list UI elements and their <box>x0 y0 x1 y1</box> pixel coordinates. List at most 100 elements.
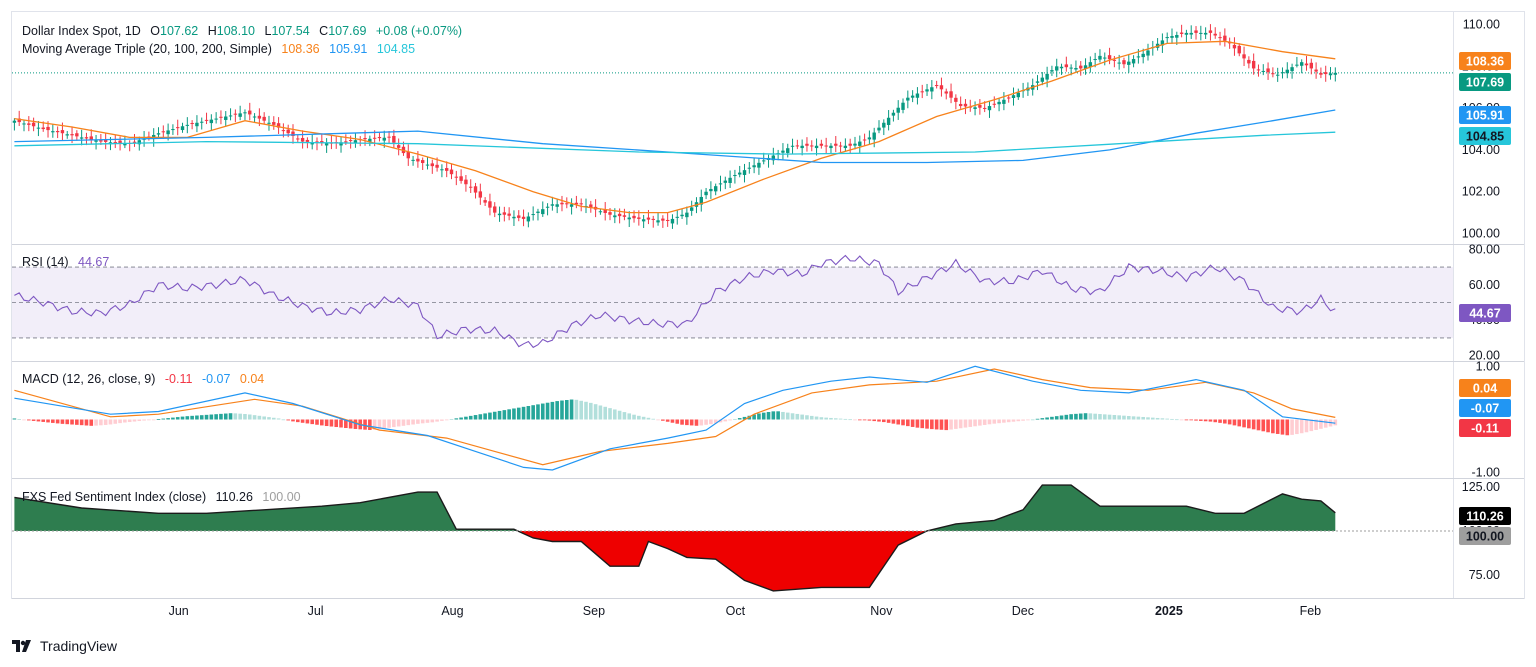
rsi-axis-label-bg <box>1459 304 1511 322</box>
macd-histogram-bar <box>1026 419 1030 421</box>
rsi-legend-label[interactable]: RSI (14) <box>22 255 69 269</box>
candle-body <box>12 120 17 123</box>
tradingview-logo[interactable]: TradingView <box>12 638 117 654</box>
candle-body <box>430 163 434 167</box>
candle-body <box>372 137 377 139</box>
candle-body <box>992 103 996 105</box>
macd-histogram-bar <box>1203 419 1208 422</box>
macd-histogram-bar <box>1160 418 1165 420</box>
macd-histogram-bar <box>872 419 876 422</box>
candle-body <box>1328 73 1333 76</box>
candle-body <box>1261 70 1265 72</box>
macd-histogram-bar <box>752 414 756 420</box>
candle-body <box>906 97 910 101</box>
macd-histogram-bar <box>742 416 747 420</box>
candle-body <box>886 117 891 125</box>
candle-body <box>617 213 622 217</box>
macd-histogram-bar <box>156 419 161 420</box>
macd-histogram-bar <box>1064 414 1069 420</box>
candle-body <box>954 97 958 102</box>
macd-histogram-bar <box>492 411 497 420</box>
macd-histogram-bar <box>233 413 238 420</box>
candle-body <box>425 164 430 166</box>
macd-histogram-bar <box>60 419 65 424</box>
candle-body <box>713 186 718 192</box>
candle-body <box>1103 57 1107 59</box>
macd-histogram-bar <box>968 419 973 427</box>
candle-body <box>560 202 564 205</box>
candle-body <box>1237 45 1241 54</box>
macd-histogram-bar <box>781 411 785 420</box>
macd-histogram-bar <box>853 419 857 421</box>
candle-body <box>1002 99 1006 104</box>
macd-histogram-bar <box>1016 419 1021 422</box>
candle-body <box>1146 50 1150 56</box>
candle-body <box>281 130 286 132</box>
candle-body <box>469 186 473 188</box>
candle-body <box>718 183 723 185</box>
candle-body <box>1127 61 1131 65</box>
candle-body <box>757 162 761 168</box>
macd-line <box>14 365 1336 471</box>
macd-histogram-bar <box>17 419 22 420</box>
ma-line-3 <box>14 131 1336 155</box>
rsi-legend-value: 44.67 <box>78 255 110 269</box>
macd-histogram-bar <box>920 419 925 429</box>
macd-histogram-bar <box>982 419 987 425</box>
ma-legend-label[interactable]: Moving Average Triple (20, 100, 200, Sim… <box>22 42 272 56</box>
candle-body <box>709 188 713 192</box>
macd-histogram-bar <box>1050 416 1054 420</box>
macd-histogram-bar <box>1218 419 1222 423</box>
macd-histogram-bar <box>46 419 50 423</box>
candle-body <box>795 145 800 147</box>
macd-histogram-bar <box>1184 419 1189 421</box>
candle-body <box>872 132 876 140</box>
macd-histogram-bar <box>795 413 800 420</box>
candle-body <box>858 141 862 146</box>
candle-body <box>689 207 694 211</box>
macd-histogram-bar <box>536 404 540 420</box>
macd-histogram-bar <box>1030 419 1035 421</box>
macd-histogram-bar <box>886 419 891 423</box>
candle-body <box>305 139 310 142</box>
candle-body <box>300 137 305 142</box>
macd-histogram-bar <box>1098 414 1102 420</box>
macd-histogram-bar <box>934 419 939 430</box>
macd-histogram-bar <box>344 419 348 428</box>
candle-body <box>589 204 593 208</box>
macd-histogram-bar <box>401 419 406 426</box>
close-value: 107.69 <box>328 24 367 38</box>
candle-body <box>569 204 574 207</box>
candle-body <box>901 102 905 110</box>
candle-body <box>324 143 329 146</box>
candle-body <box>834 143 838 146</box>
price-tick-label: 100.00 <box>1462 227 1500 241</box>
candle-body <box>536 211 540 213</box>
fxs-legend-label[interactable]: FXS Fed Sentiment Index (close) <box>22 490 207 504</box>
candle-body <box>675 216 679 218</box>
candle-body <box>646 217 651 220</box>
macd-legend-label[interactable]: MACD (12, 26, close, 9) <box>22 372 156 386</box>
candle-body <box>1088 62 1093 68</box>
candle-body <box>123 143 127 146</box>
macd-histogram-bar <box>151 419 156 421</box>
candle-body <box>661 218 665 221</box>
candle-body <box>483 200 487 203</box>
symbol-title[interactable]: Dollar Index Spot, 1D <box>22 24 141 38</box>
macd-histogram-bar <box>276 418 281 420</box>
candle-body <box>339 142 343 146</box>
candle-body <box>512 216 516 219</box>
macd-histogram-bar <box>521 406 526 420</box>
macd-histogram-bar <box>320 419 324 426</box>
macd-histogram-bar <box>516 407 521 420</box>
macd-histogram-bar <box>1122 415 1126 420</box>
price-tick-label: 102.00 <box>1462 185 1500 199</box>
candle-body <box>257 115 262 119</box>
macd-histogram-bar <box>219 413 223 420</box>
macd-histogram-bar <box>713 419 718 424</box>
macd-histogram-bar <box>1093 413 1097 420</box>
ma-line-2 <box>14 109 1336 164</box>
candle-body <box>613 215 617 218</box>
macd-legend-hist: -0.11 <box>164 372 193 386</box>
candle-body <box>680 214 684 217</box>
